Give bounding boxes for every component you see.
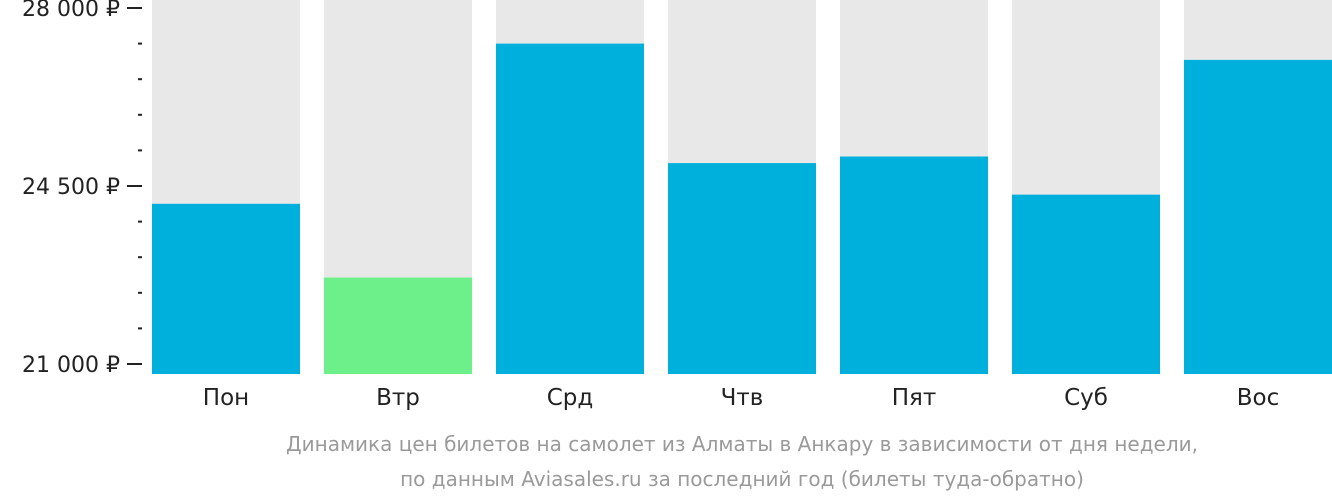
bar xyxy=(1184,59,1332,374)
bar xyxy=(152,203,300,374)
bar-group-2: Втр xyxy=(324,0,472,411)
x-tick-label: Суб xyxy=(1064,385,1108,411)
bar-group-3: Срд xyxy=(496,0,644,411)
bar-group-7: Вос xyxy=(1184,0,1332,411)
x-tick-label: Вос xyxy=(1237,385,1280,411)
y-tick-label: 28 000 ₽ xyxy=(22,0,120,22)
x-tick-label: Пят xyxy=(892,385,937,411)
y-tick-label: 21 000 ₽ xyxy=(22,353,120,378)
bar-group-4: Чтв xyxy=(668,0,816,411)
chart-caption-line-1: Динамика цен билетов на самолет из Алмат… xyxy=(286,432,1198,456)
y-tick-label: 24 500 ₽ xyxy=(22,175,120,200)
x-tick-label: Пон xyxy=(203,385,249,411)
x-tick-label: Срд xyxy=(547,385,594,411)
bar-group-6: Суб xyxy=(1012,0,1160,411)
bar xyxy=(324,277,472,374)
x-tick-label: Втр xyxy=(376,385,420,411)
x-tick-label: Чтв xyxy=(721,385,764,411)
chart-caption-line-2: по данным Aviasales.ru за последний год … xyxy=(400,467,1084,491)
bar-group-1: Пон xyxy=(152,0,300,411)
bar xyxy=(1012,194,1160,374)
bar-group-5: Пят xyxy=(840,0,988,411)
bar xyxy=(840,156,988,374)
bar xyxy=(668,163,816,374)
price-by-weekday-chart: Пон Втр Срд Чтв Пят Суб Вос 21 000 ₽ 24 500 ₽ 28 … xyxy=(22,0,1332,411)
bar xyxy=(496,43,644,374)
